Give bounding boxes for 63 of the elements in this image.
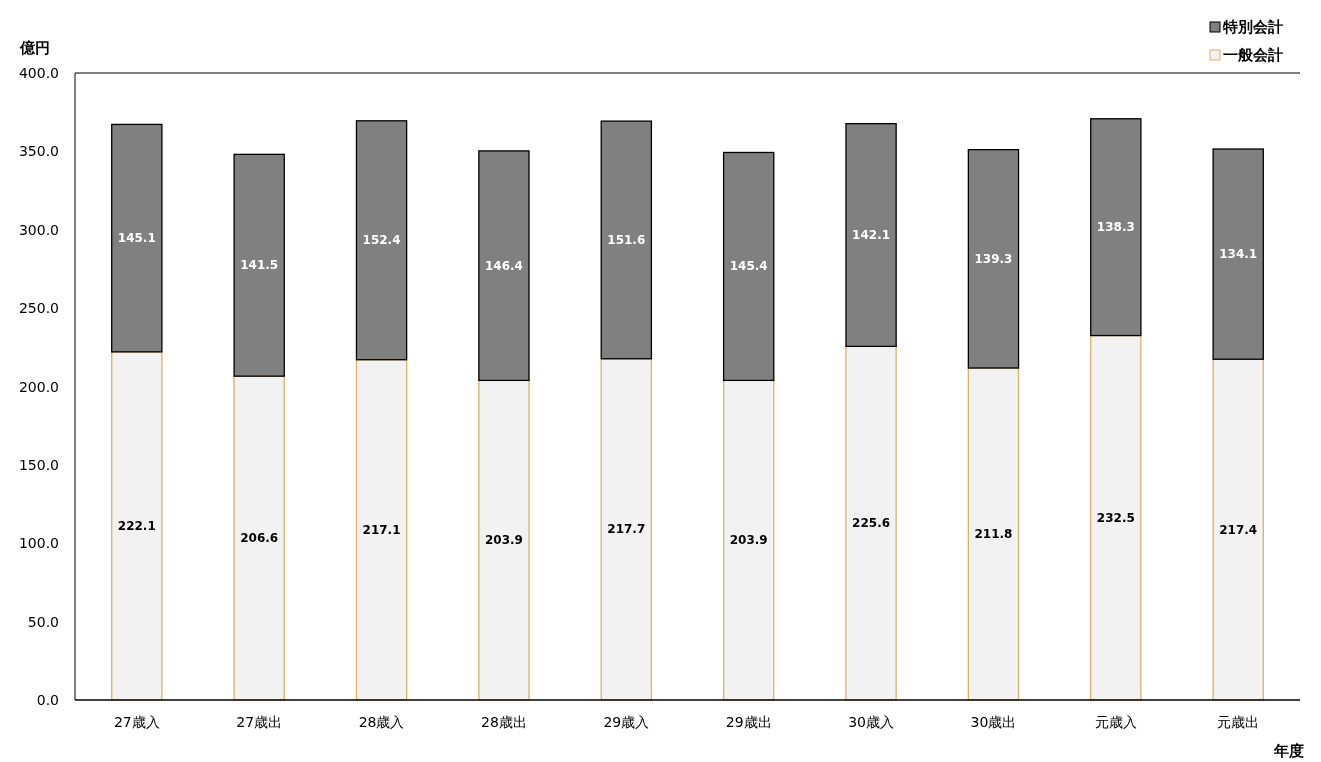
legend-label: 一般会計 [1223, 46, 1283, 64]
y-tick-label: 400.0 [18, 65, 59, 81]
data-label: 206.6 [240, 531, 279, 546]
data-label: 142.1 [852, 228, 891, 242]
bar [233, 153, 285, 377]
data-label: 151.6 [607, 232, 646, 247]
bar [967, 149, 1020, 369]
y-axis-title: 億円 [19, 39, 50, 57]
data-label: 146.4 [484, 258, 523, 273]
y-tick-label: 250.0 [18, 300, 59, 317]
data-label: 222.1 [117, 518, 156, 533]
data-label: 145.4 [729, 259, 768, 274]
data-label: 203.9 [484, 533, 523, 548]
bar [722, 379, 775, 701]
bar [845, 122, 897, 348]
data-label: 152.4 [362, 233, 401, 248]
bar [478, 150, 530, 382]
y-tick-label: 50.0 [27, 613, 59, 630]
bar [355, 359, 408, 701]
y-tick-label: 350.0 [18, 143, 59, 160]
data-label: 134.1 [1219, 247, 1258, 262]
x-tick-label: 元歳出 [1217, 714, 1260, 730]
x-axis-title: 年度 [1273, 742, 1304, 760]
bar [600, 358, 653, 701]
bar [111, 351, 163, 701]
bar [845, 345, 897, 701]
bar [722, 151, 775, 382]
bar [111, 123, 163, 353]
y-tick-label: 300.0 [18, 221, 59, 238]
data-label: 225.6 [852, 516, 891, 531]
bar [233, 375, 285, 701]
data-label: 203.9 [729, 533, 768, 548]
y-tick-label: 200.0 [18, 378, 59, 395]
data-label: 211.8 [974, 527, 1013, 541]
bar [1090, 118, 1142, 337]
bar [1212, 148, 1264, 360]
x-tick-label: 28歳出 [481, 714, 527, 730]
legend-label: 特別会計 [1222, 18, 1283, 36]
data-label: 141.5 [240, 258, 279, 273]
data-label: 217.4 [1219, 522, 1258, 537]
data-label: 138.3 [1096, 220, 1135, 235]
bar [1212, 358, 1264, 701]
data-label: 139.3 [974, 251, 1013, 266]
x-tick-label: 27歳出 [236, 714, 283, 730]
x-tick-label: 28歳入 [358, 714, 405, 730]
data-label: 217.1 [362, 522, 401, 537]
bar [355, 120, 408, 361]
bar [967, 367, 1020, 701]
x-tick-label: 30歳入 [848, 714, 894, 730]
y-tick-label: 150.0 [18, 456, 59, 473]
x-tick-label: 元歳入 [1094, 714, 1137, 730]
x-tick-label: 29歳出 [725, 714, 772, 730]
data-label: 232.5 [1096, 510, 1135, 525]
bar [478, 379, 530, 701]
bar [600, 120, 653, 360]
y-tick-label: 0.0 [36, 692, 59, 708]
data-label: 217.7 [607, 522, 646, 537]
x-tick-label: 27歳入 [113, 714, 160, 730]
x-tick-label: 30歳出 [970, 714, 1017, 730]
bar [1090, 334, 1142, 701]
y-tick-label: 100.0 [18, 535, 59, 552]
x-tick-label: 29歳入 [603, 714, 650, 730]
data-label: 145.1 [117, 231, 156, 246]
